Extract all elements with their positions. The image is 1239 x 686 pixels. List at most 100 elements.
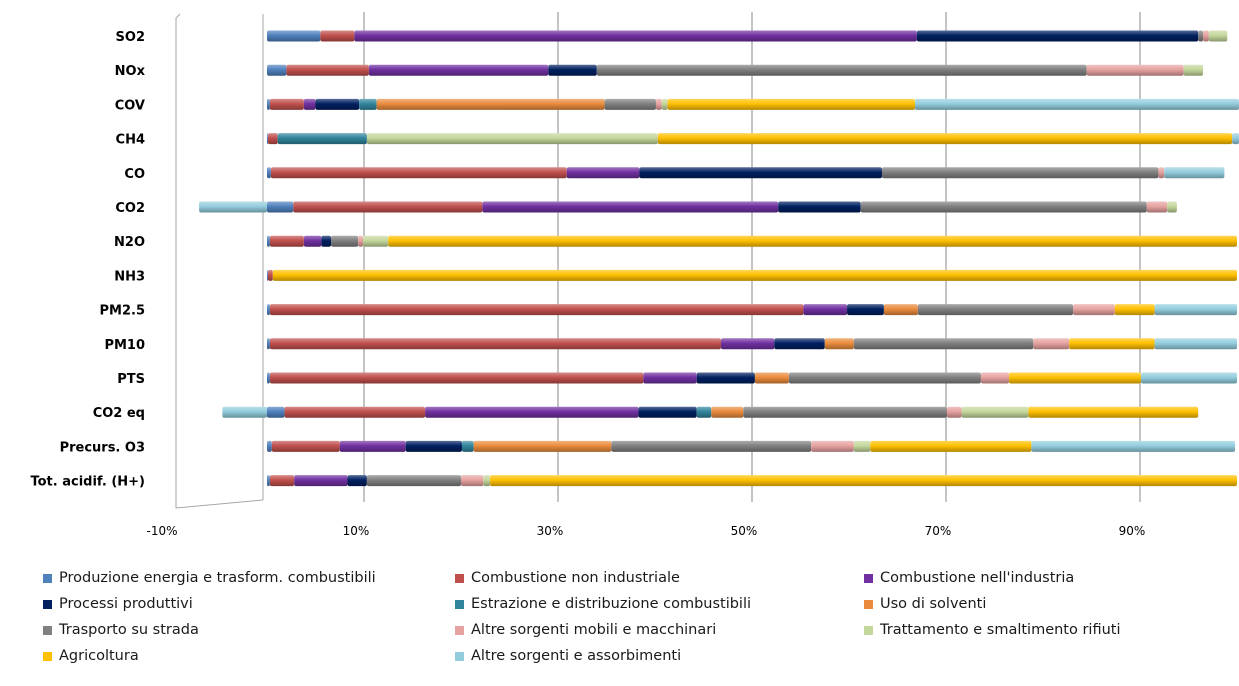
bar-segment <box>267 133 268 145</box>
bar-segment <box>267 269 273 281</box>
bar-segment <box>596 64 1087 76</box>
bar-segment <box>277 133 367 145</box>
bar-segment <box>811 440 854 452</box>
bar-segment <box>916 30 1199 42</box>
category-label: PTS <box>117 372 145 387</box>
legend-label: Combustione non industriale <box>471 570 680 586</box>
bar-segment <box>303 235 322 247</box>
bar-segment <box>315 98 360 110</box>
bar-segment <box>853 338 1034 350</box>
bar-segment <box>1164 167 1225 179</box>
bar-segment <box>366 133 658 145</box>
bar-segment <box>639 167 882 179</box>
bar-segment <box>272 269 1237 281</box>
bar-segment <box>1033 338 1070 350</box>
bar-segment <box>881 167 1159 179</box>
bar-segment <box>914 98 1239 110</box>
bar-segment <box>473 440 612 452</box>
bar-segment <box>1203 30 1209 42</box>
bar-segment <box>754 372 789 384</box>
legend-item: Combustione non industriale <box>455 570 680 586</box>
bar-segment <box>1031 440 1236 452</box>
bar-segment <box>604 98 656 110</box>
legend-label: Uso di solventi <box>880 596 987 612</box>
bar-segment <box>267 98 270 110</box>
bar-segment <box>566 167 640 179</box>
bar-segment <box>267 304 270 316</box>
legend-swatch <box>43 625 52 635</box>
bar-segment <box>269 372 644 384</box>
legend-label: Trattamento e smaltimento rifiuti <box>880 622 1121 638</box>
x-tick-label: -10% <box>146 524 177 538</box>
bar-segment <box>657 133 1233 145</box>
category-label: CO <box>124 167 145 182</box>
legend-swatch <box>43 599 52 609</box>
bar-segment <box>1154 304 1237 316</box>
bar-segment <box>425 406 639 418</box>
bar-segment <box>267 269 268 281</box>
x-tick-label: 70% <box>925 524 952 538</box>
bar-segment <box>294 475 348 487</box>
legend-swatch <box>455 573 464 583</box>
bar-segment <box>303 98 316 110</box>
bar-segment <box>267 133 278 145</box>
bar-segment <box>1140 372 1237 384</box>
bar-segment <box>696 372 755 384</box>
bar-segment <box>655 98 662 110</box>
legend-swatch <box>864 625 873 635</box>
bar-segment <box>222 406 267 418</box>
bar-segment <box>267 167 271 179</box>
bar-segment <box>482 201 779 213</box>
bar-segment <box>1183 64 1204 76</box>
bar-segment <box>1028 406 1199 418</box>
x-tick-label: 30% <box>537 524 564 538</box>
bar-segment <box>1086 64 1184 76</box>
bar-segment <box>270 167 567 179</box>
bar-segment <box>1167 201 1177 213</box>
bar-segment <box>1073 304 1115 316</box>
bar-segment <box>286 64 369 76</box>
legend-swatch <box>455 651 464 661</box>
bar-segment <box>347 475 367 487</box>
bar-segment <box>405 440 462 452</box>
category-label: Tot. acidif. (H+) <box>30 475 145 490</box>
bar-segment <box>490 475 1238 487</box>
legend-label: Estrazione e distribuzione combustibili <box>471 596 752 612</box>
bar-segment <box>269 304 804 316</box>
category-label: CH4 <box>116 133 145 148</box>
category-label: NOx <box>115 64 146 79</box>
bar-segment <box>269 235 304 247</box>
bar-segment <box>803 304 848 316</box>
bar-segment <box>711 406 744 418</box>
bar-segment <box>267 440 272 452</box>
bar-segment <box>359 98 377 110</box>
legend-item: Produzione energia e trasform. combustib… <box>43 570 376 586</box>
bar-segment <box>269 338 721 350</box>
bar-segment <box>267 338 270 350</box>
bar-segment <box>643 372 697 384</box>
bar-segment <box>1146 201 1168 213</box>
bar-segment <box>661 98 668 110</box>
bar-segment <box>1158 167 1165 179</box>
category-label: COV <box>115 98 145 113</box>
legend-swatch <box>43 651 52 661</box>
bar-segment <box>1114 304 1155 316</box>
bar-segment <box>743 406 947 418</box>
category-label: SO2 <box>116 30 145 45</box>
bar-segment <box>611 440 812 452</box>
bar-segment <box>358 235 364 247</box>
legend-item: Trattamento e smaltimento rifiuti <box>864 622 1121 638</box>
bar-segment <box>267 30 321 42</box>
bar-segment <box>368 64 549 76</box>
bar-segment <box>1154 338 1237 350</box>
bar-segment <box>870 440 1032 452</box>
legend-label: Altre sorgenti mobili e macchinari <box>471 622 717 638</box>
legend-swatch <box>43 573 52 583</box>
legend-item: Estrazione e distribuzione combustibili <box>455 596 751 612</box>
category-label: Precurs. O3 <box>60 440 145 455</box>
bar-segment <box>917 304 1074 316</box>
legend-label: Altre sorgenti e assorbimenti <box>471 648 682 664</box>
bar-segment <box>720 338 775 350</box>
bar-segment <box>483 475 491 487</box>
bar-segment <box>883 304 918 316</box>
